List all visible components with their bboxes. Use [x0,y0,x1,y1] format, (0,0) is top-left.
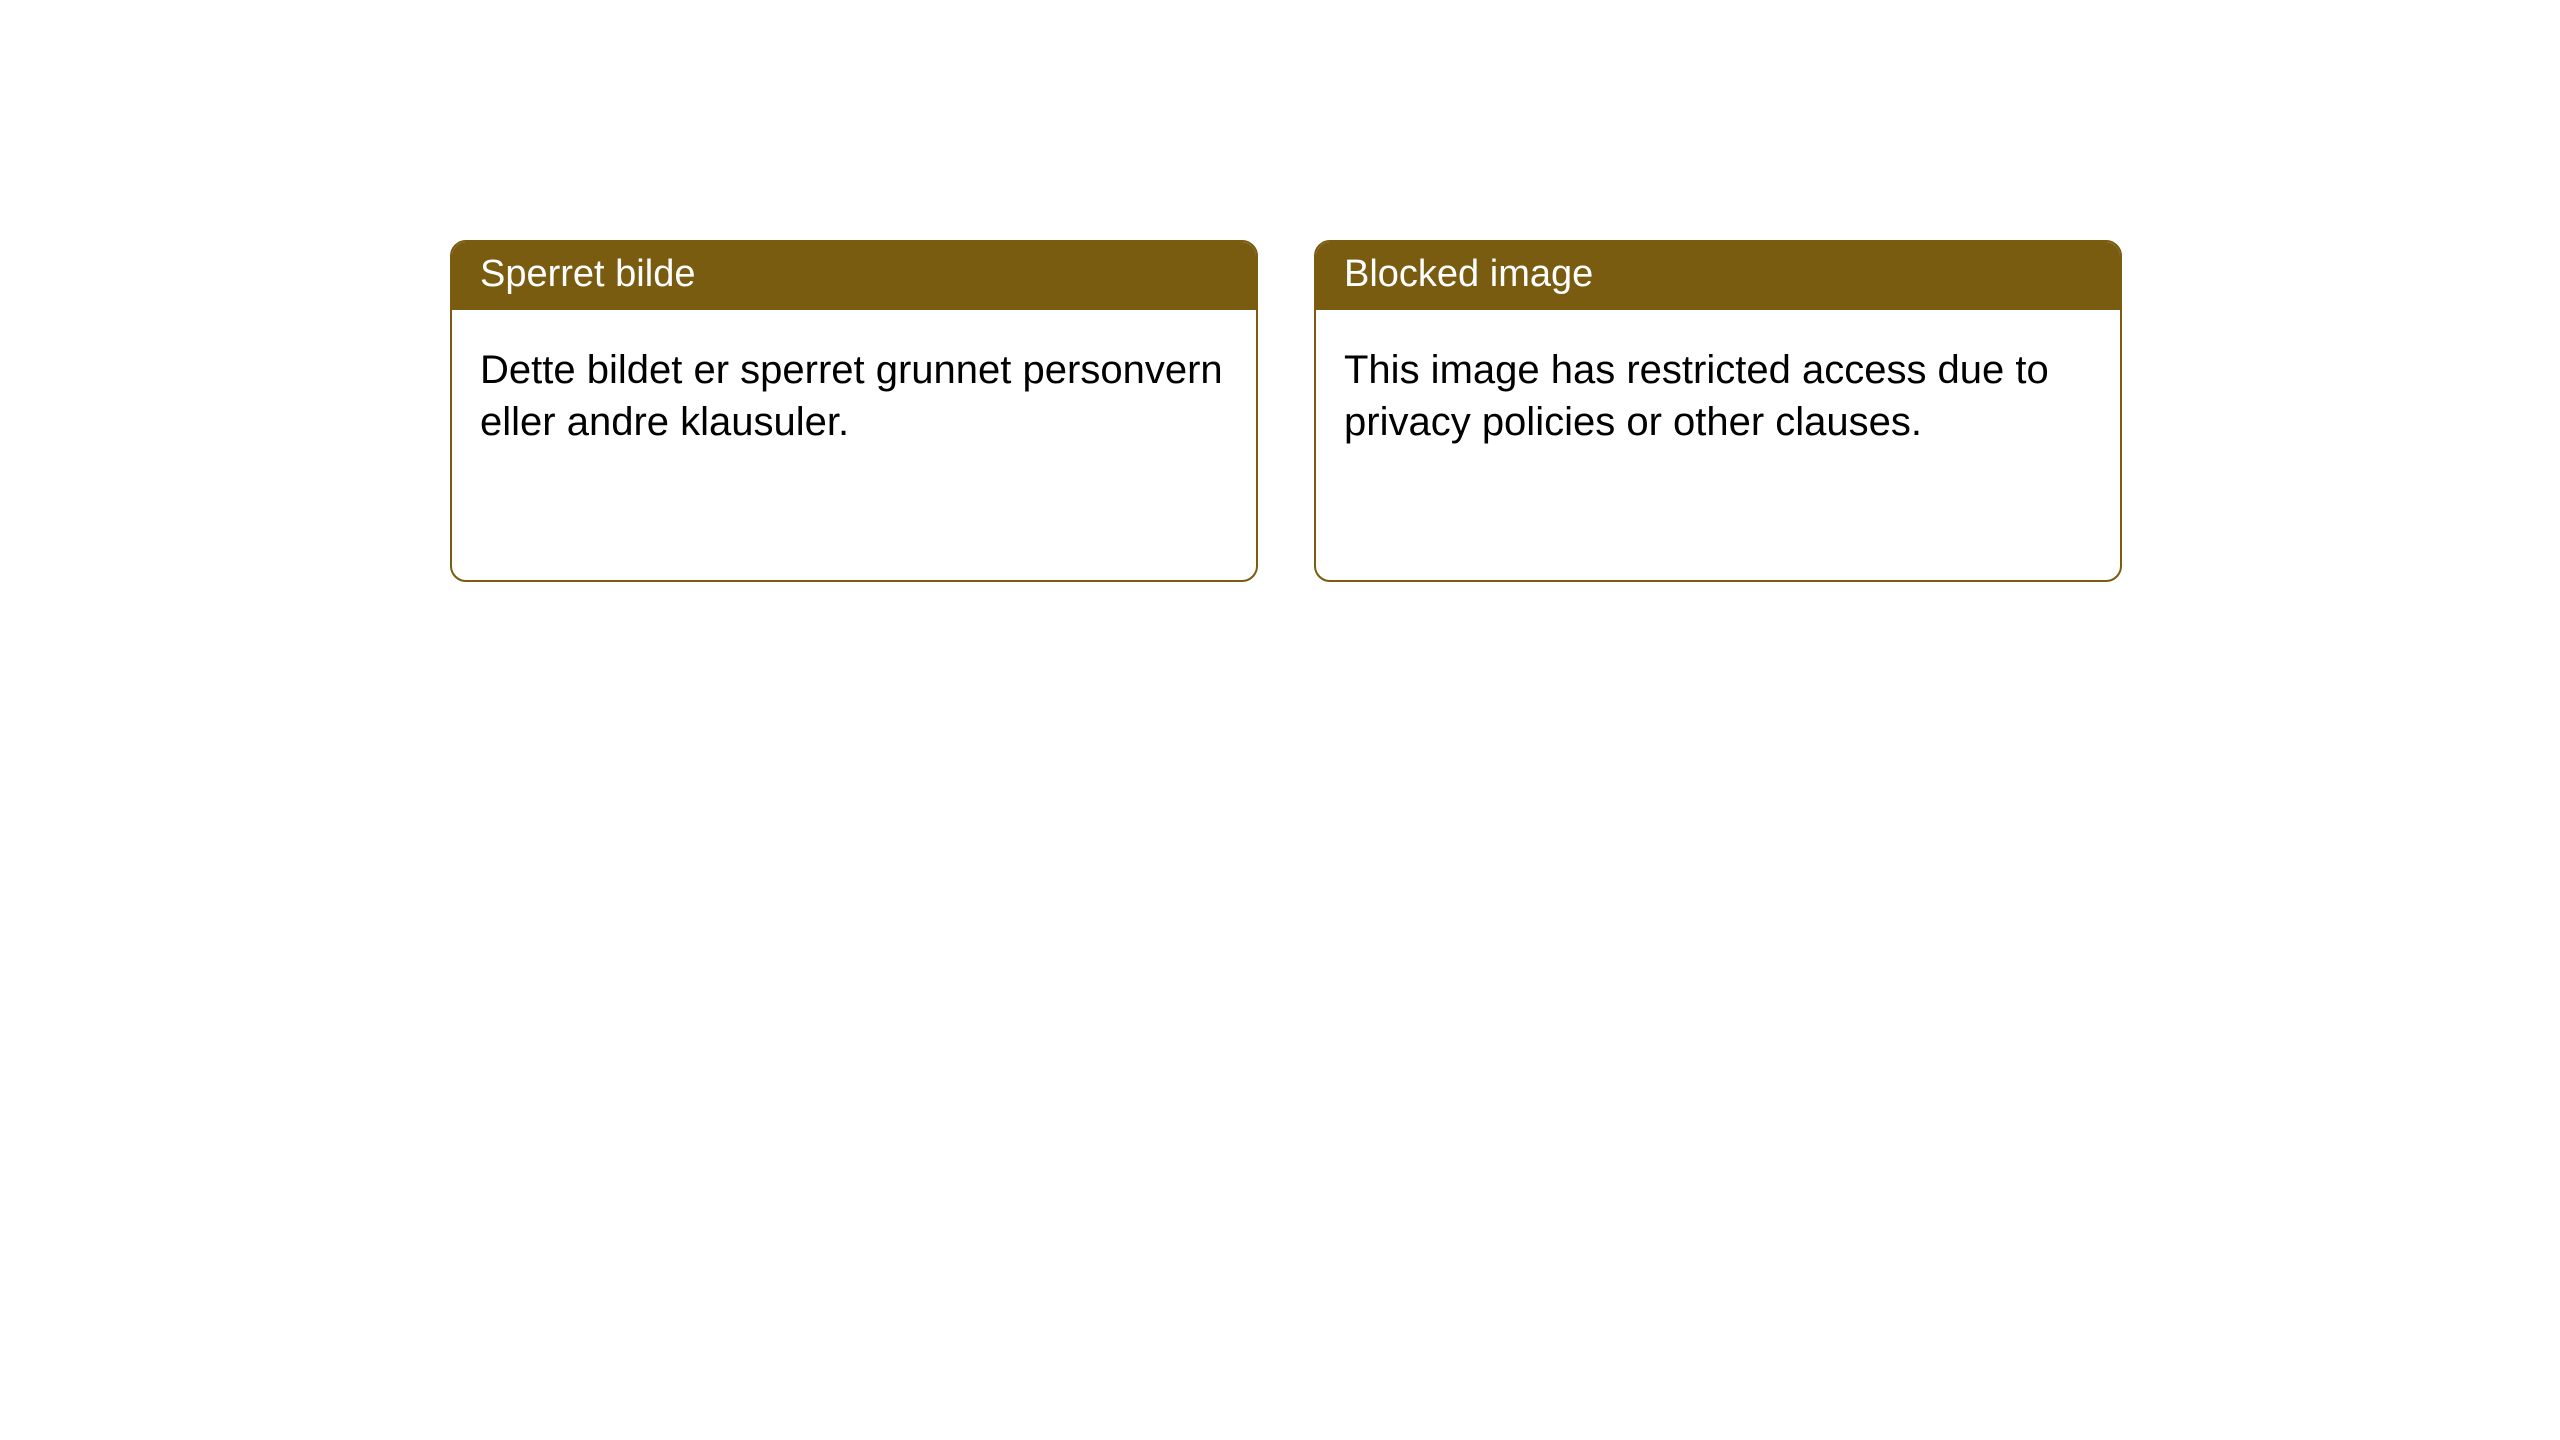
notice-container: Sperret bilde Dette bildet er sperret gr… [0,0,2560,582]
notice-card-norwegian: Sperret bilde Dette bildet er sperret gr… [450,240,1258,582]
notice-body-english: This image has restricted access due to … [1316,310,2120,580]
notice-body-norwegian: Dette bildet er sperret grunnet personve… [452,310,1256,580]
notice-card-english: Blocked image This image has restricted … [1314,240,2122,582]
notice-title-english: Blocked image [1316,242,2120,310]
notice-title-norwegian: Sperret bilde [452,242,1256,310]
